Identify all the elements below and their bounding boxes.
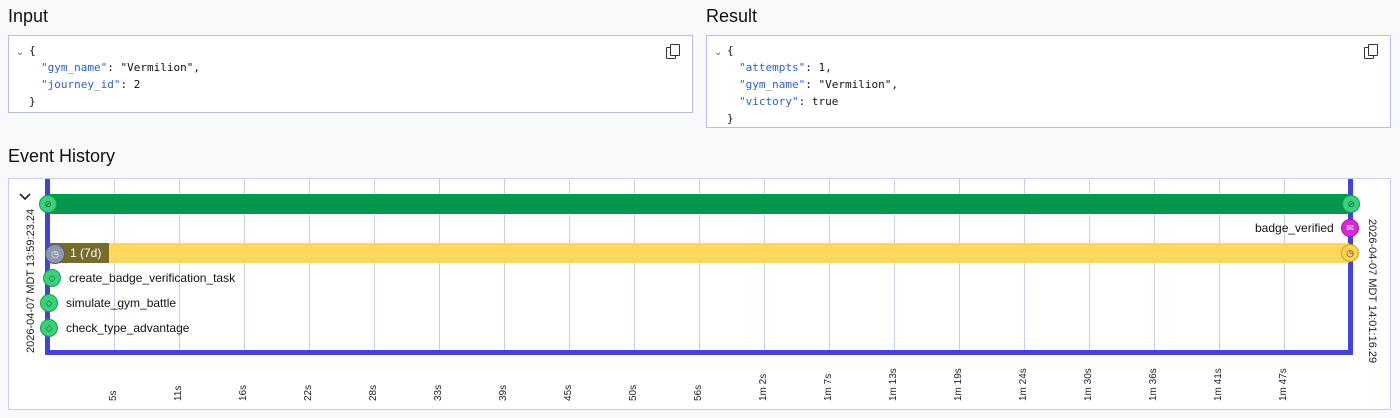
tick-label: 1m 47s <box>1278 368 1289 401</box>
event-history-timeline: 2026-04-07 MDT 13:59:23.24 2026-04-07 MD… <box>8 178 1391 410</box>
timeline-end-axis <box>1348 179 1353 355</box>
tick-label: 39s <box>498 384 509 401</box>
copy-icon[interactable] <box>666 44 680 59</box>
json-key: "journey_id" <box>41 78 121 91</box>
json-line: } <box>727 112 734 125</box>
gridline <box>829 179 830 355</box>
gridline <box>699 179 700 355</box>
timer-icon[interactable]: ◷ <box>1341 244 1359 262</box>
timer-label: 1 (7d) <box>70 246 102 260</box>
result-title: Result <box>706 6 758 26</box>
collapse-chevron-icon[interactable]: ⌄ <box>714 47 723 58</box>
result-panel: ⌄ { "attempts": 1, "gym_name": "Vermilion"… <box>706 35 1391 128</box>
tick-label: 28s <box>368 384 379 401</box>
gridline <box>959 179 960 355</box>
gridline <box>1089 179 1090 355</box>
collapse-chevron-icon[interactable]: ⌄ <box>16 47 25 58</box>
json-value: 2 <box>133 78 141 91</box>
input-panel: ⌄ { "gym_name": "Vermilion", "journey_id":… <box>8 35 693 113</box>
json-value: "Vermilion", <box>120 61 200 74</box>
json-line: "gym_name": "Vermilion", <box>739 78 898 91</box>
workflow-execution-bar[interactable] <box>49 194 1349 214</box>
tick-label: 1m 13s <box>888 368 899 401</box>
end-timestamp: 2026-04-07 MDT 14:01:16.29 <box>1366 219 1378 364</box>
gridline <box>1024 179 1025 355</box>
tick-label: 1m 41s <box>1213 368 1224 401</box>
gridline <box>179 179 180 355</box>
tick-label: 1m 30s <box>1083 368 1094 401</box>
gridline <box>634 179 635 355</box>
tick-label: 1m 36s <box>1148 368 1159 401</box>
tick-label: 22s <box>303 384 314 401</box>
activity-icon[interactable]: ◇ <box>43 269 61 287</box>
json-key: "victory" <box>739 95 799 108</box>
gridline <box>244 179 245 355</box>
result-json: {"attempts": 1, "gym_name": "Vermilion", "… <box>727 42 898 127</box>
signal-icon[interactable]: ✉ <box>1341 219 1359 237</box>
json-line: { <box>29 44 36 57</box>
copy-icon[interactable] <box>1364 44 1378 59</box>
gridline <box>374 179 375 355</box>
activity-label[interactable]: simulate_gym_battle <box>66 296 177 310</box>
json-value: 1, <box>818 61 832 74</box>
tick-label: 50s <box>628 384 639 401</box>
json-key: "gym_name" <box>41 61 108 74</box>
tick-label: 56s <box>693 384 704 401</box>
json-line: "gym_name": "Vermilion", <box>41 61 200 74</box>
gridline <box>569 179 570 355</box>
timer-icon[interactable]: ◷ <box>45 244 65 264</box>
input-title: Input <box>8 6 49 26</box>
gridline <box>1284 179 1285 355</box>
tick-label: 1m 7s <box>823 373 834 401</box>
start-timestamp: 2026-04-07 MDT 13:59:23.24 <box>25 208 37 353</box>
json-line: "journey_id": 2 <box>41 78 141 91</box>
input-json: { "gym_name": "Vermilion", "journey_id": 2… <box>29 42 200 110</box>
tick-label: 1m 19s <box>953 368 964 401</box>
gridline <box>764 179 765 355</box>
json-line: "victory": true <box>739 95 839 108</box>
json-value: "Vermilion", <box>818 78 898 91</box>
activity-label[interactable]: create_badge_verification_task <box>69 271 236 285</box>
tick-label: 11s <box>173 385 184 401</box>
gridline <box>894 179 895 355</box>
activity-icon[interactable]: ◇ <box>40 294 58 312</box>
timeline-start-axis <box>45 179 50 355</box>
gridline <box>439 179 440 355</box>
json-key: "gym_name" <box>739 78 806 91</box>
gridline <box>1219 179 1220 355</box>
tick-label: 16s <box>238 384 249 401</box>
event-history-title: Event History <box>8 146 116 166</box>
gridline <box>309 179 310 355</box>
tick-label: 1m 2s <box>758 373 769 401</box>
tick-label: 5s <box>108 390 119 401</box>
tick-label: 33s <box>433 384 444 401</box>
workflow-icon[interactable]: ⊘ <box>39 195 57 213</box>
json-value: true <box>811 95 839 108</box>
timeline-x-axis <box>45 350 1353 355</box>
signal-label: badge_verified <box>1255 221 1334 235</box>
tick-label: 1m 24s <box>1018 368 1029 401</box>
json-key: "attempts" <box>739 61 806 74</box>
activity-label[interactable]: check_type_advantage <box>66 321 190 335</box>
chevron-down-icon[interactable] <box>18 189 32 203</box>
gridline <box>1154 179 1155 355</box>
tick-label: 45s <box>563 384 574 401</box>
workflow-icon[interactable]: ⊘ <box>1342 195 1360 213</box>
json-line: } <box>29 95 36 108</box>
gridline <box>114 179 115 355</box>
timer-bar[interactable] <box>49 243 1349 263</box>
json-line: { <box>727 44 734 57</box>
activity-icon[interactable]: ◇ <box>40 319 58 337</box>
json-line: "attempts": 1, <box>739 61 832 74</box>
gridline <box>504 179 505 355</box>
